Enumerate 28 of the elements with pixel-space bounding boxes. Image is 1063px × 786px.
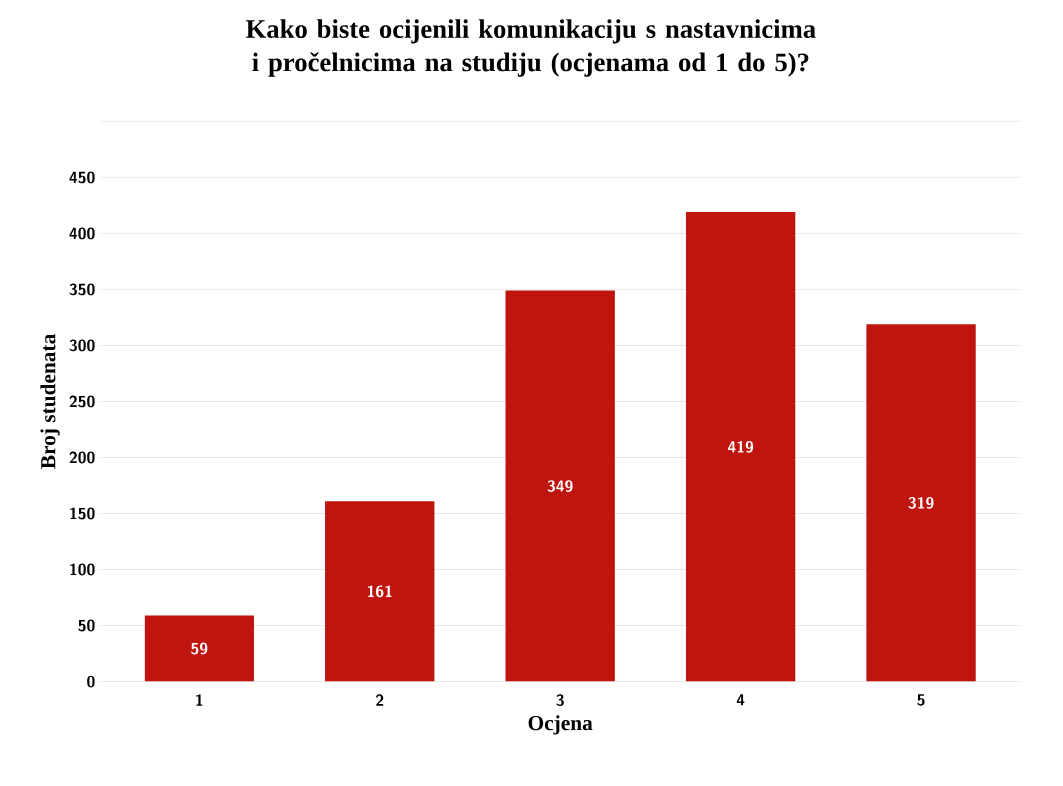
x-axis-title: Ocjena <box>528 715 593 735</box>
x-tick-label: 4 <box>736 694 745 706</box>
y-tick-label: 350 <box>69 283 95 296</box>
data-label: 419 <box>727 441 754 453</box>
data-label: 59 <box>191 642 208 655</box>
y-tick-label: 300 <box>69 339 95 352</box>
bar <box>866 324 976 682</box>
x-tick-label: 2 <box>376 694 384 706</box>
y-tick-label: 100 <box>70 563 95 576</box>
bar <box>325 501 435 682</box>
y-tick-label: 450 <box>69 171 95 184</box>
x-tick-label: 5 <box>917 694 925 706</box>
y-tick-label: 150 <box>70 507 95 520</box>
chart-title: Kako biste ocijenili komunikaciju s nastavnicima i pročelnicima na studiju (ocjenama od 1 do 5)? <box>245 19 816 77</box>
data-label: 349 <box>547 480 573 493</box>
bar <box>144 615 254 682</box>
y-tick-label: 50 <box>78 619 95 632</box>
y-tick-label: 200 <box>69 451 95 464</box>
x-tick-label: 1 <box>196 694 203 706</box>
y-tick-label: 0 <box>87 675 95 688</box>
data-label: 319 <box>908 497 934 509</box>
y-axis-title: Broj studenata <box>40 334 60 469</box>
y-tick-label: 250 <box>69 395 95 408</box>
bar <box>505 290 615 682</box>
data-label: 161 <box>367 585 392 598</box>
bar <box>685 212 796 682</box>
x-tick-label: 3 <box>556 694 564 707</box>
y-tick-label: 400 <box>69 227 95 240</box>
